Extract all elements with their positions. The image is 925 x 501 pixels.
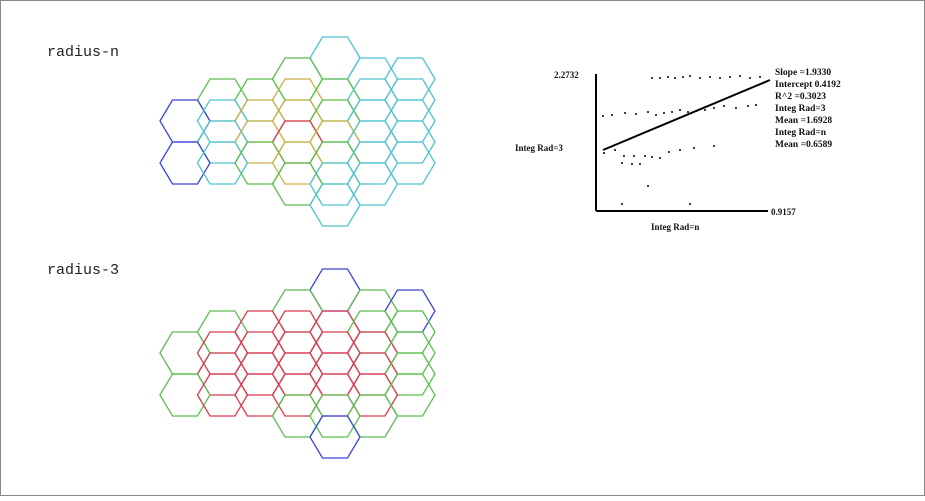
stat-label-rad3: Integ Rad=3: [775, 104, 826, 114]
scatter-point: [749, 77, 751, 79]
hex-cell: [159, 373, 211, 417]
hex-grid-radius-n: [159, 36, 436, 227]
scatter-point: [667, 76, 669, 78]
panel-label-radius-n: radius-n: [47, 44, 120, 61]
scatter-point: [647, 111, 649, 113]
hex-cell: [196, 373, 249, 417]
scatter-point: [655, 114, 657, 116]
scatter-point: [682, 76, 684, 78]
scatter-point: [755, 104, 757, 106]
panel-label-radius-3: radius-3: [47, 262, 120, 279]
scatter-points: [602, 75, 761, 205]
scatter-point: [614, 149, 616, 151]
hex-cell: [309, 183, 361, 227]
y-max-label: 2.2732: [554, 70, 579, 80]
y-axis-label: Integ Rad=3: [515, 143, 563, 153]
scatter-point: [679, 149, 681, 151]
scatter-point: [699, 77, 701, 79]
scatter-axes: [595, 74, 771, 212]
scatter-point: [668, 151, 670, 153]
hex-cell: [159, 141, 211, 185]
scatter-point: [644, 155, 646, 157]
scatter-point: [671, 111, 673, 113]
hex-cell: [196, 141, 249, 185]
regression-stats: Slope =1.9330 Intercept 0.4192 R^2 =0.30…: [775, 67, 841, 151]
scatter-point: [647, 185, 649, 187]
stat-mean-rad3: Mean =1.6928: [775, 116, 833, 126]
scatter-point: [689, 75, 691, 77]
scatter-point: [719, 77, 721, 79]
scatter-point: [603, 152, 605, 154]
scatter-point: [663, 112, 665, 114]
scatter-point: [709, 76, 711, 78]
stat-slope: Slope =1.9330: [775, 68, 832, 78]
hex-cell: [309, 162, 361, 206]
scatter-point: [693, 147, 695, 149]
scatter-point: [659, 77, 661, 79]
hex-cell: [309, 36, 361, 80]
scatter-point: [723, 105, 725, 107]
scatter-point: [611, 114, 613, 116]
scatter-point: [639, 163, 641, 165]
scatter-point: [695, 110, 697, 112]
hex-cell: [309, 394, 361, 438]
scatter-point: [659, 157, 661, 159]
scatter-point: [602, 115, 604, 117]
scatter-point: [713, 107, 715, 109]
scatter-point: [651, 156, 653, 158]
hex-cell: [309, 415, 361, 459]
scatter-point: [739, 75, 741, 77]
scatter-point: [704, 109, 706, 111]
hex-cell: [159, 99, 211, 143]
scatter-point: [651, 77, 653, 79]
stat-r2: R^2 =0.3023: [775, 92, 827, 102]
x-max-label: 0.9157: [771, 207, 796, 217]
hex-cell: [159, 331, 211, 375]
scatter-point: [621, 203, 623, 205]
scatter-point: [735, 107, 737, 109]
stat-intercept: Intercept 0.4192: [775, 80, 841, 90]
scatter-point: [713, 145, 715, 147]
x-axis-label: Integ Rad=n: [651, 222, 700, 232]
scatter-point: [621, 162, 623, 164]
scatter-point: [747, 105, 749, 107]
scatter-point: [729, 76, 731, 78]
scatter-point: [674, 77, 676, 79]
scatter-point: [631, 163, 633, 165]
scatter-point: [624, 112, 626, 114]
scatter-point: [689, 203, 691, 205]
regression-line: [602, 79, 771, 151]
stat-label-radn: Integ Rad=n: [775, 128, 827, 138]
scatter-point: [635, 113, 637, 115]
scatter-point: [687, 111, 689, 113]
scatter-point: [679, 109, 681, 111]
scatter-point: [759, 76, 761, 78]
stat-mean-radn: Mean =0.6589: [775, 140, 833, 150]
scatter-point: [623, 155, 625, 157]
hex-cell: [309, 268, 361, 312]
scatter-point: [633, 155, 635, 157]
hex-grid-radius-3: [159, 268, 436, 459]
